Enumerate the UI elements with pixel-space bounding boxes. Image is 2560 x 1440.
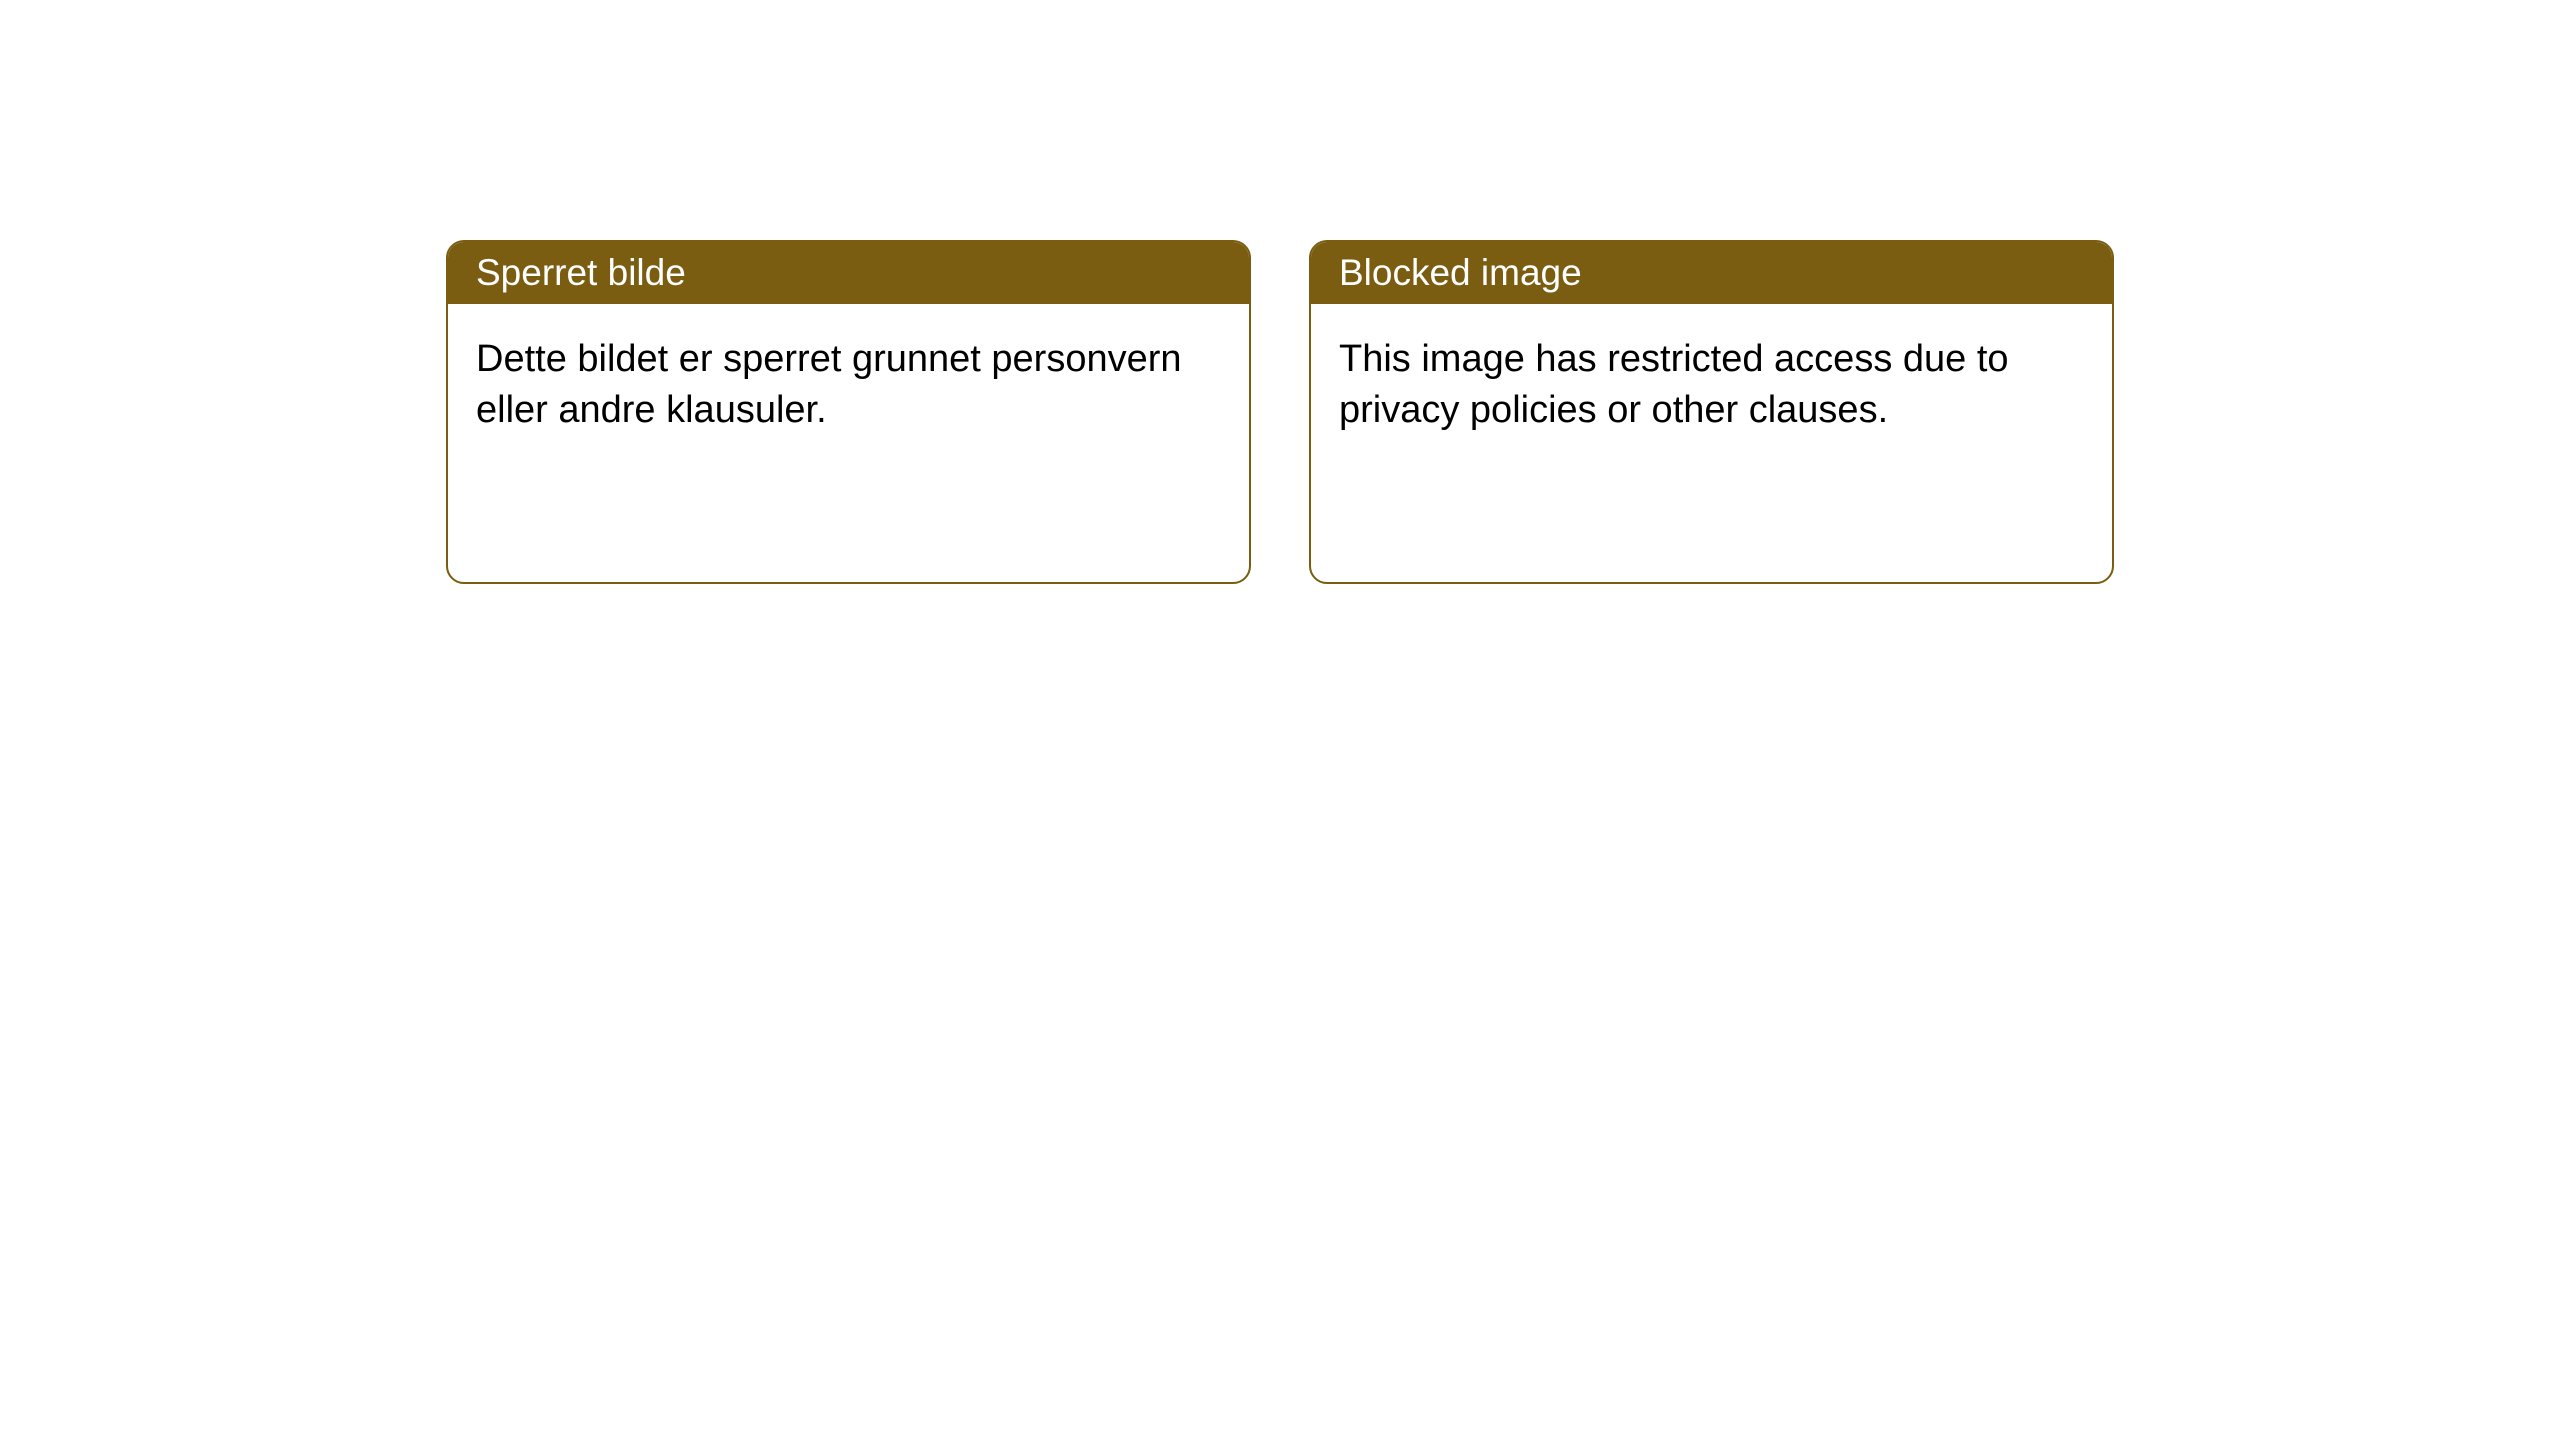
notice-body: Dette bildet er sperret grunnet personve…	[448, 304, 1249, 582]
notice-card-container: Sperret bilde Dette bildet er sperret gr…	[446, 240, 2114, 584]
notice-card-english: Blocked image This image has restricted …	[1309, 240, 2114, 584]
notice-card-norwegian: Sperret bilde Dette bildet er sperret gr…	[446, 240, 1251, 584]
notice-header: Sperret bilde	[448, 242, 1249, 304]
notice-body: This image has restricted access due to …	[1311, 304, 2112, 582]
notice-header: Blocked image	[1311, 242, 2112, 304]
